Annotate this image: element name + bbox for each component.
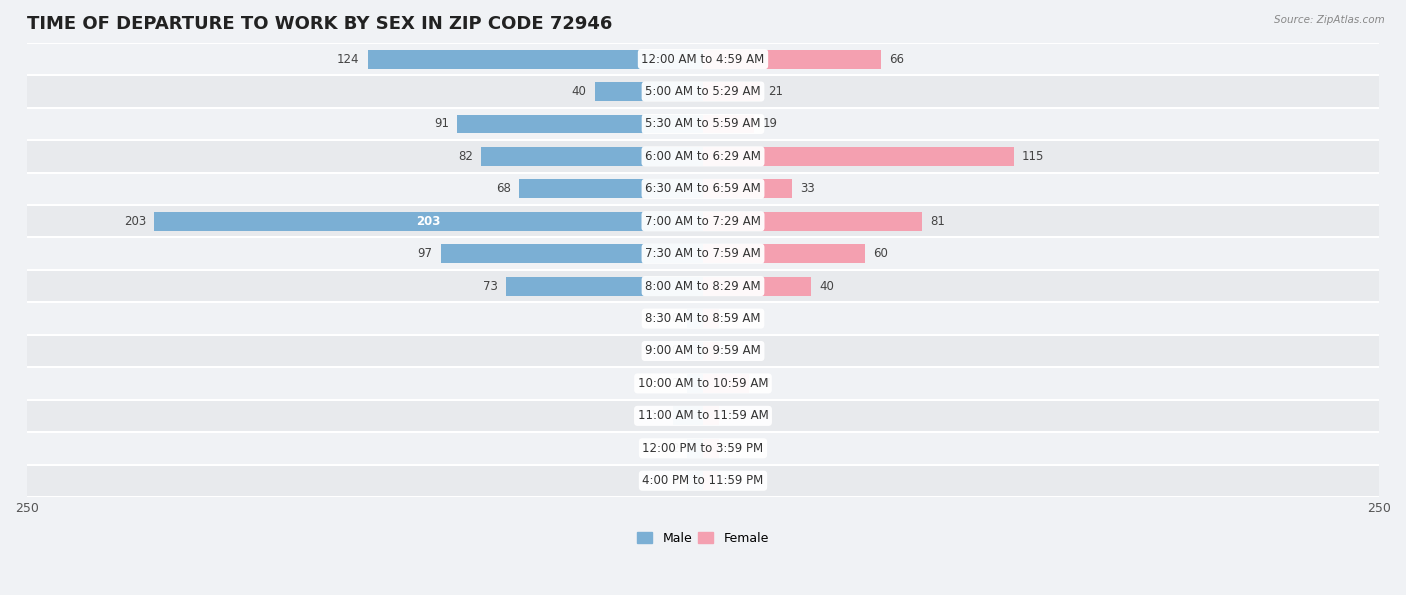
- Bar: [155, 212, 703, 231]
- Bar: [703, 212, 922, 231]
- Text: 124: 124: [337, 52, 360, 65]
- Bar: [27, 140, 1379, 173]
- Text: 2: 2: [671, 377, 679, 390]
- Bar: [703, 180, 792, 198]
- Bar: [703, 406, 720, 425]
- Text: 0: 0: [727, 345, 735, 358]
- Bar: [703, 245, 865, 263]
- Text: 6:00 AM to 6:29 AM: 6:00 AM to 6:29 AM: [645, 150, 761, 163]
- Bar: [686, 374, 703, 393]
- Text: 203: 203: [124, 215, 146, 228]
- Bar: [27, 432, 1379, 465]
- Text: 91: 91: [434, 117, 449, 130]
- Bar: [481, 147, 703, 166]
- Text: 81: 81: [931, 215, 945, 228]
- Text: 73: 73: [482, 280, 498, 293]
- Bar: [27, 400, 1379, 432]
- Bar: [686, 439, 703, 458]
- Text: 12:00 PM to 3:59 PM: 12:00 PM to 3:59 PM: [643, 442, 763, 455]
- Bar: [27, 76, 1379, 108]
- Text: 7:30 AM to 7:59 AM: 7:30 AM to 7:59 AM: [645, 247, 761, 260]
- Bar: [703, 471, 720, 490]
- Bar: [27, 302, 1379, 335]
- Bar: [703, 342, 720, 361]
- Text: 17: 17: [756, 377, 772, 390]
- Text: 7:00 AM to 7:29 AM: 7:00 AM to 7:29 AM: [645, 215, 761, 228]
- Text: 2: 2: [671, 442, 679, 455]
- Legend: Male, Female: Male, Female: [633, 527, 773, 550]
- Text: 66: 66: [890, 52, 904, 65]
- Text: TIME OF DEPARTURE TO WORK BY SEX IN ZIP CODE 72946: TIME OF DEPARTURE TO WORK BY SEX IN ZIP …: [27, 15, 612, 33]
- Bar: [27, 173, 1379, 205]
- Text: 5: 5: [727, 409, 735, 422]
- Text: 97: 97: [418, 247, 433, 260]
- Text: 8:00 AM to 8:29 AM: 8:00 AM to 8:29 AM: [645, 280, 761, 293]
- Text: 3: 3: [727, 442, 735, 455]
- Text: 11:00 AM to 11:59 AM: 11:00 AM to 11:59 AM: [638, 409, 768, 422]
- Bar: [457, 115, 703, 133]
- Text: 40: 40: [572, 85, 586, 98]
- Text: 5:30 AM to 5:59 AM: 5:30 AM to 5:59 AM: [645, 117, 761, 130]
- Bar: [27, 205, 1379, 237]
- Bar: [595, 82, 703, 101]
- Bar: [703, 50, 882, 68]
- Text: 19: 19: [762, 117, 778, 130]
- Bar: [27, 465, 1379, 497]
- Bar: [673, 406, 703, 425]
- Bar: [703, 309, 720, 328]
- Bar: [27, 108, 1379, 140]
- Text: 12:00 AM to 4:59 AM: 12:00 AM to 4:59 AM: [641, 52, 765, 65]
- Text: 4:00 PM to 11:59 PM: 4:00 PM to 11:59 PM: [643, 474, 763, 487]
- Text: 0: 0: [671, 312, 679, 325]
- Text: 33: 33: [800, 182, 815, 195]
- Text: 60: 60: [873, 247, 889, 260]
- Text: 115: 115: [1022, 150, 1045, 163]
- Bar: [686, 309, 703, 328]
- Text: 82: 82: [458, 150, 474, 163]
- Bar: [27, 335, 1379, 367]
- Bar: [703, 115, 755, 133]
- Text: 203: 203: [416, 215, 440, 228]
- Text: 11: 11: [650, 409, 665, 422]
- Text: 6: 6: [727, 312, 735, 325]
- Text: 21: 21: [768, 85, 783, 98]
- Bar: [506, 277, 703, 296]
- Bar: [703, 147, 1014, 166]
- Bar: [703, 374, 749, 393]
- Text: 8:30 AM to 8:59 AM: 8:30 AM to 8:59 AM: [645, 312, 761, 325]
- Bar: [703, 82, 759, 101]
- Bar: [686, 342, 703, 361]
- Text: 6: 6: [727, 474, 735, 487]
- Bar: [27, 237, 1379, 270]
- Text: 9:00 AM to 9:59 AM: 9:00 AM to 9:59 AM: [645, 345, 761, 358]
- Bar: [440, 245, 703, 263]
- Bar: [703, 439, 720, 458]
- Bar: [27, 43, 1379, 76]
- Text: 5:00 AM to 5:29 AM: 5:00 AM to 5:29 AM: [645, 85, 761, 98]
- Text: 40: 40: [820, 280, 834, 293]
- Text: 6:30 AM to 6:59 AM: 6:30 AM to 6:59 AM: [645, 182, 761, 195]
- Bar: [27, 367, 1379, 400]
- Bar: [27, 270, 1379, 302]
- Bar: [703, 277, 811, 296]
- Bar: [686, 471, 703, 490]
- Bar: [368, 50, 703, 68]
- Text: 3: 3: [671, 474, 679, 487]
- Text: 0: 0: [671, 345, 679, 358]
- Bar: [519, 180, 703, 198]
- Text: 68: 68: [496, 182, 510, 195]
- Text: 10:00 AM to 10:59 AM: 10:00 AM to 10:59 AM: [638, 377, 768, 390]
- Text: Source: ZipAtlas.com: Source: ZipAtlas.com: [1274, 15, 1385, 25]
